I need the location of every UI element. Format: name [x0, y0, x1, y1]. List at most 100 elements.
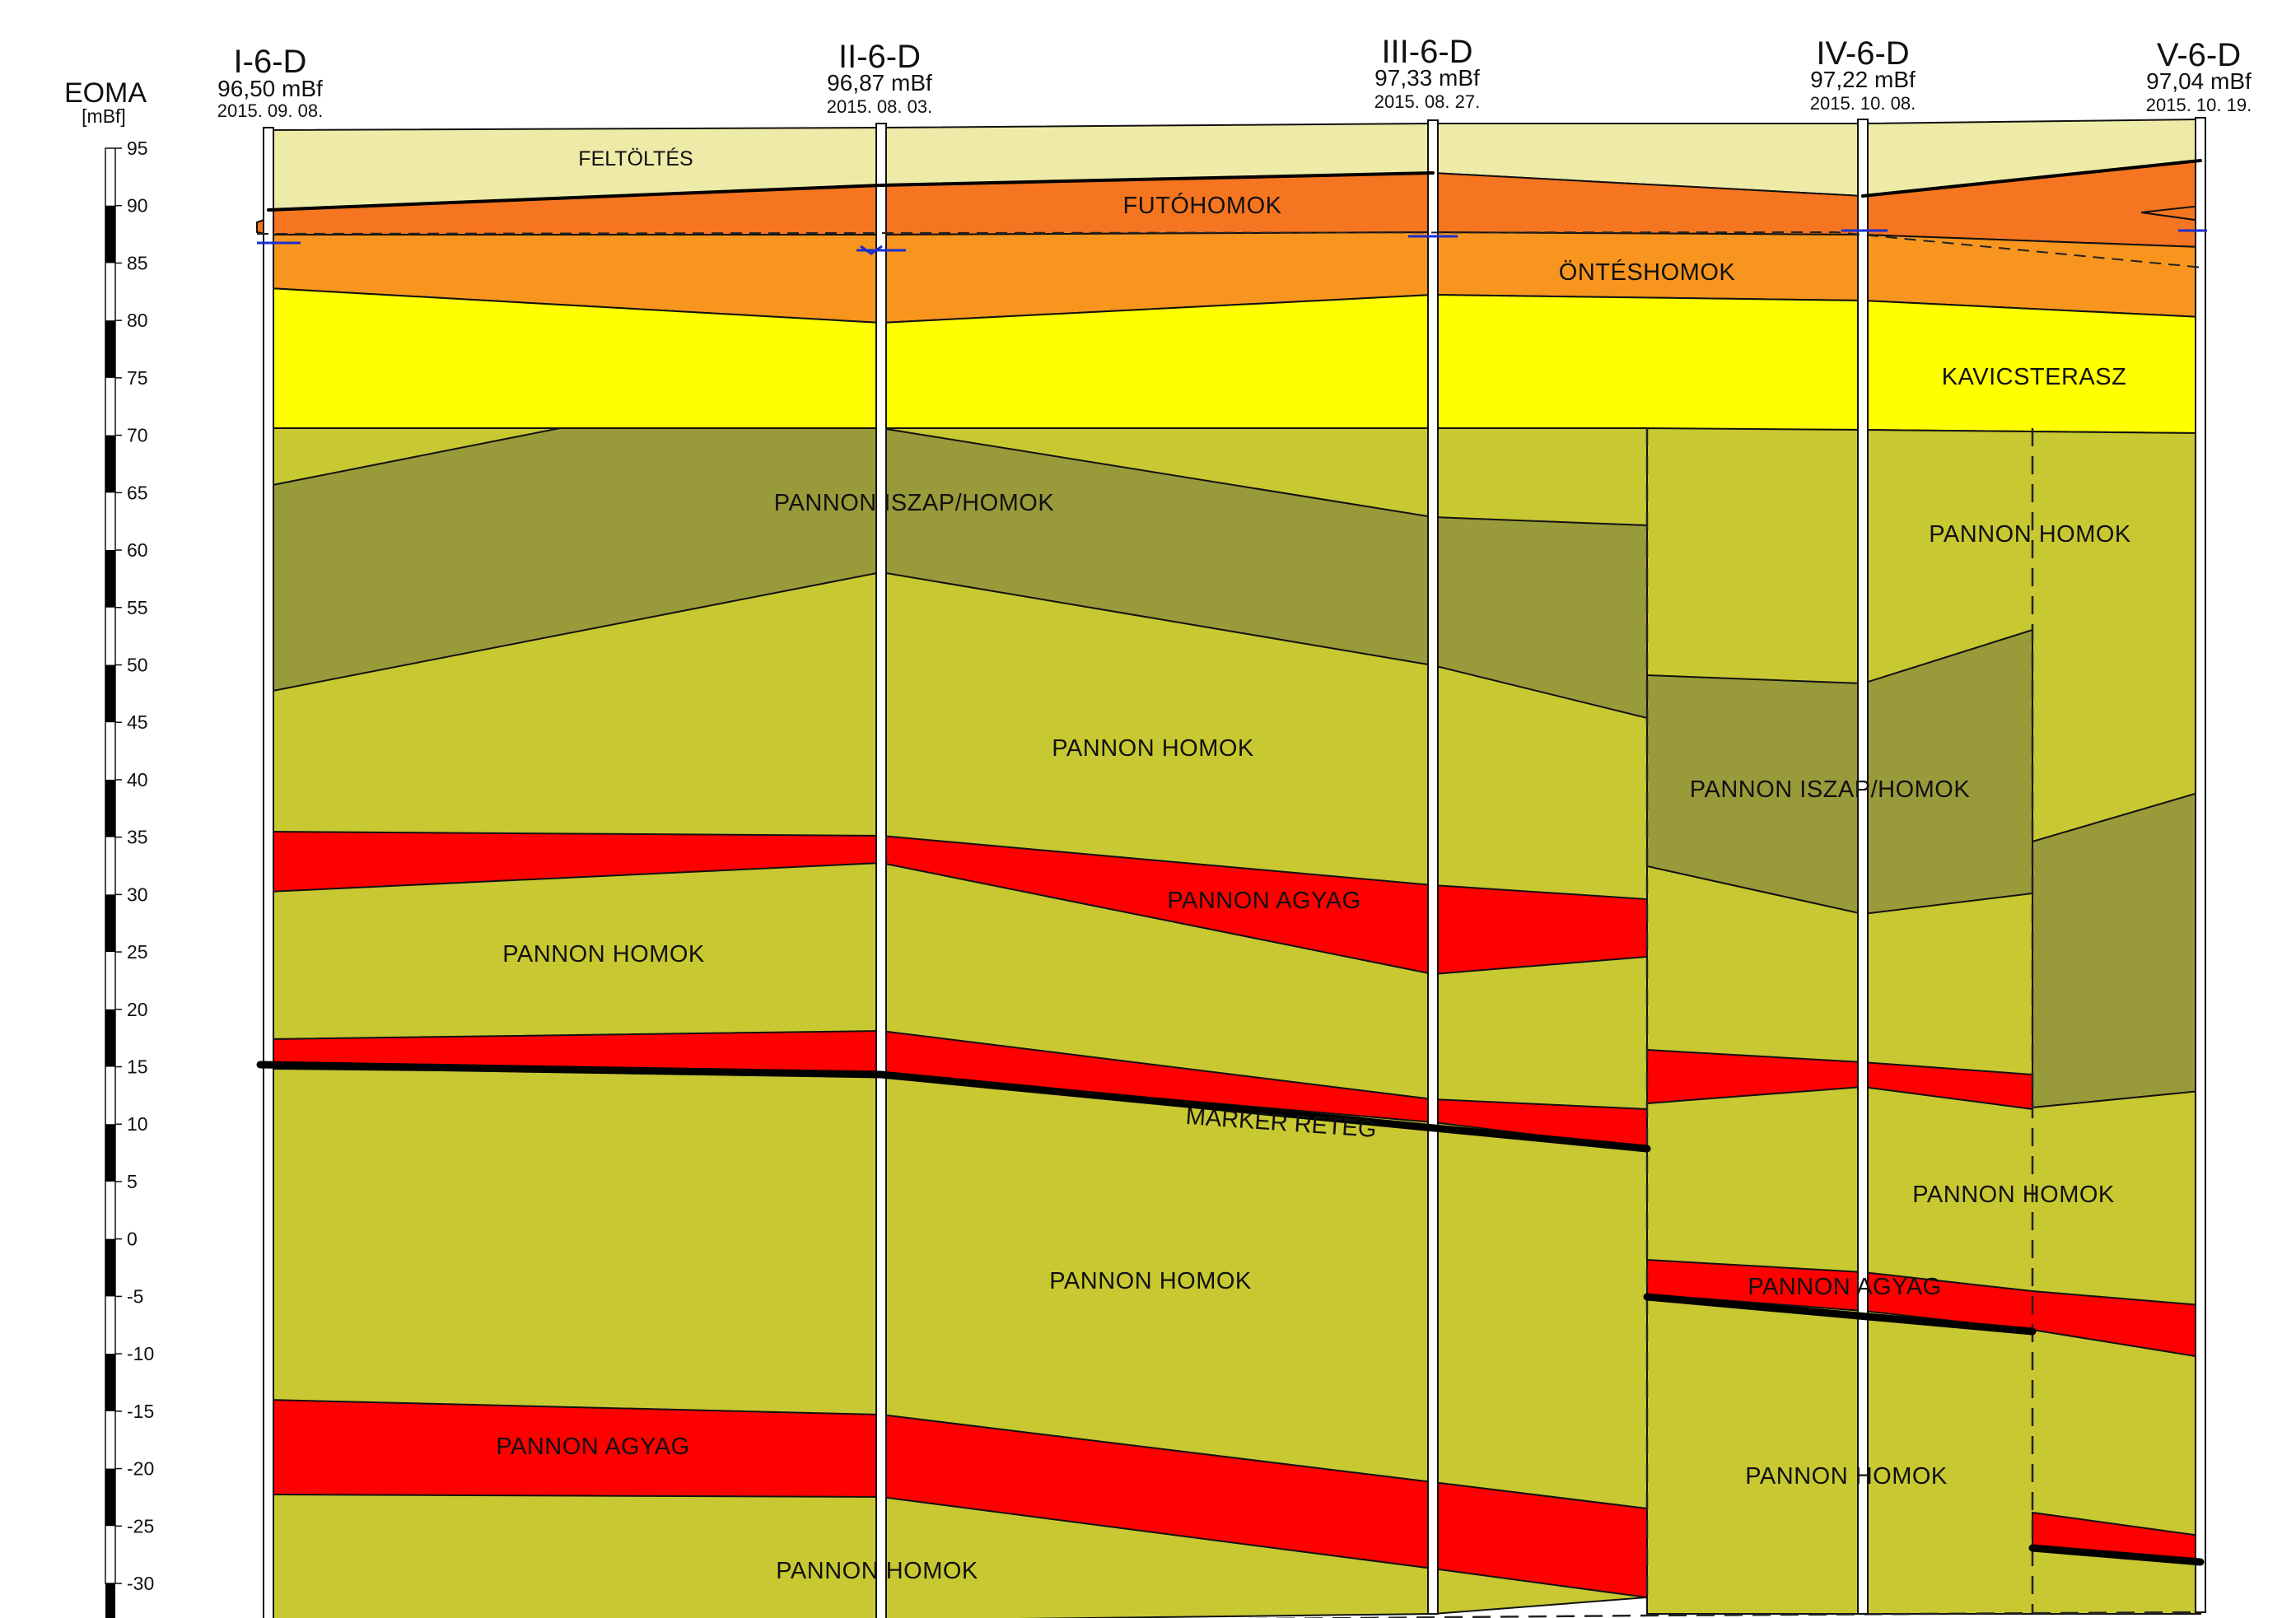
- scale-tick-label: 80: [127, 310, 148, 331]
- layer-label-kavicsterasz: KAVICSTERASZ: [1942, 364, 2127, 390]
- scale-tick-label: 35: [127, 827, 148, 848]
- borehole-elevation: 96,87 mBf: [827, 70, 932, 96]
- scale-tick-label: 50: [127, 654, 148, 675]
- borehole-date: 2015. 09. 08.: [217, 100, 323, 121]
- marker-line: [256, 1061, 1651, 1153]
- borehole-date: 2015. 10. 08.: [1810, 93, 1916, 114]
- scale-tick-label: 30: [127, 884, 148, 905]
- layer-label-homok-lower: PANNON HOMOK: [1049, 1268, 1252, 1294]
- borehole-date: 2015. 10. 19.: [2146, 95, 2252, 115]
- scale-tick-label: 45: [127, 711, 148, 733]
- borehole-date: 2015. 08. 27.: [1374, 91, 1480, 112]
- scale-tick-label: 60: [127, 539, 148, 561]
- water-level-line: [256, 231, 2204, 268]
- scale-tick-label: 25: [127, 941, 148, 963]
- scale-tick-label: 40: [127, 769, 148, 790]
- scale-bar-segment: [105, 205, 115, 263]
- borehole-columns: [263, 117, 2206, 1618]
- stratum-agyag-1: [268, 830, 1648, 976]
- scale-tick-label: -20: [127, 1458, 154, 1480]
- borehole-elevation: 97,04 mBf: [2146, 68, 2252, 94]
- layer-label-futohomok: FUTÓHOMOK: [1123, 192, 1282, 219]
- scale-tick-label: 20: [127, 999, 148, 1020]
- borehole-column: [1857, 119, 1869, 1615]
- scale-tick-label: 5: [127, 1171, 138, 1192]
- scale-tick-label: 10: [127, 1113, 148, 1135]
- layer-label-agyag-1: PANNON AGYAG: [1167, 888, 1360, 914]
- borehole-header-3: III-6-D 97,33 mBf 2015. 08. 27.: [1374, 34, 1480, 112]
- scale-bar-segment: [105, 435, 115, 493]
- stratum-kavicsterasz: [268, 287, 2201, 435]
- water-level-icon: [856, 245, 906, 255]
- stratum-iszap-3: [2032, 790, 2201, 1109]
- scale-bar-segment: [105, 1468, 115, 1527]
- layer-label-homok-deep-right: PANNON HOMOK: [1745, 1463, 1948, 1490]
- stratum-iszap-1: [268, 427, 1648, 720]
- borehole-name: II-6-D: [838, 39, 921, 75]
- water-level-symbols: [256, 229, 2207, 268]
- layer-label-homok-left: PANNON HOMOK: [502, 941, 705, 968]
- scale-tick-label: 95: [127, 138, 148, 159]
- marker-line: [1643, 1293, 2037, 1336]
- marker-lines: [256, 159, 2205, 1566]
- elevation-scale: EOMA [mBf] 95908580757065605550454035302…: [64, 77, 154, 1618]
- borehole-date: 2015. 08. 03.: [827, 96, 932, 117]
- scale-tick-label: -25: [127, 1515, 154, 1536]
- layer-labels: FELTÖLTÉS FUTÓHOMOK ÖNTÉSHOMOK KAVICSTER…: [496, 147, 2131, 1584]
- stratum-agyag-5: [268, 1398, 1648, 1599]
- borehole-elevation: 97,33 mBf: [1374, 65, 1480, 91]
- layer-label-iszap-2: PANNON ISZAP/HOMOK: [1690, 776, 1971, 803]
- borehole-header-4: IV-6-D 97,22 mBf 2015. 10. 08.: [1810, 35, 1916, 114]
- borehole-name: IV-6-D: [1816, 35, 1909, 72]
- borehole-header-2: II-6-D 96,87 mBf 2015. 08. 03.: [827, 39, 932, 117]
- marker-line: [267, 159, 2202, 212]
- borehole-column: [1427, 119, 1439, 1615]
- strata-layers: [256, 118, 2201, 1618]
- borehole-column: [875, 123, 887, 1618]
- scale-ticks: 95908580757065605550454035302520151050-5…: [115, 138, 154, 1594]
- scale-tick-label: 85: [127, 252, 148, 273]
- scale-tick-label: 75: [127, 367, 148, 389]
- scale-bar-segment: [105, 1583, 115, 1618]
- scale-tick-label: 55: [127, 597, 148, 618]
- scale-tick-label: 90: [127, 195, 148, 217]
- scale-bar-segment: [105, 320, 115, 378]
- scale-bar-segment: [105, 894, 115, 953]
- layer-label-homok-upper-right: PANNON HOMOK: [1929, 521, 2131, 548]
- borehole-header-5: V-6-D 97,04 mBf 2015. 10. 19.: [2146, 37, 2252, 115]
- scale-bar-segment: [105, 550, 115, 608]
- section-bottom-line: [1239, 1611, 2201, 1618]
- marker-line: [2028, 1544, 2205, 1566]
- borehole-name: I-6-D: [234, 44, 307, 80]
- layer-label-agyag-3: PANNON AGYAG: [496, 1434, 689, 1460]
- scale-tick-label: 70: [127, 425, 148, 446]
- layer-label-homok-mid: PANNON HOMOK: [1052, 735, 1254, 762]
- scale-tick-label: 15: [127, 1056, 148, 1078]
- layer-label-homok-right-lower: PANNON HOMOK: [1912, 1182, 2115, 1208]
- scale-bar-segment: [105, 1354, 115, 1411]
- borehole-column: [263, 127, 274, 1618]
- borehole-name: III-6-D: [1381, 34, 1472, 70]
- borehole-name: V-6-D: [2157, 37, 2241, 73]
- layer-label-agyag-2: PANNON AGYAG: [1748, 1274, 1941, 1300]
- scale-tick-label: -5: [127, 1285, 143, 1307]
- scale-tick-label: 0: [127, 1229, 138, 1250]
- scale-title: EOMA: [64, 77, 147, 109]
- layer-label-feltoltes: FELTÖLTÉS: [578, 147, 693, 170]
- scale-tick-label: -30: [127, 1573, 154, 1594]
- layer-label-homok-bottom: PANNON HOMOK: [776, 1558, 978, 1584]
- scale-bar-segment: [105, 1238, 115, 1297]
- layer-boundaries: [1239, 428, 2201, 1618]
- borehole-column: [2195, 117, 2206, 1613]
- borehole-elevation: 97,22 mBf: [1810, 67, 1916, 92]
- scale-tick-label: 65: [127, 482, 148, 503]
- scale-bar: [105, 147, 116, 1618]
- borehole-header-1: I-6-D 96,50 mBf 2015. 09. 08.: [217, 44, 323, 121]
- scale-bar-segment: [105, 1009, 115, 1067]
- layer-label-onteshomok: ÖNTÉSHOMOK: [1559, 259, 1736, 286]
- scale-bar-segment: [105, 664, 115, 723]
- borehole-elevation: 96,50 mBf: [217, 76, 323, 101]
- scale-tick-label: -10: [127, 1343, 154, 1364]
- scale-unit: [mBf]: [82, 105, 126, 127]
